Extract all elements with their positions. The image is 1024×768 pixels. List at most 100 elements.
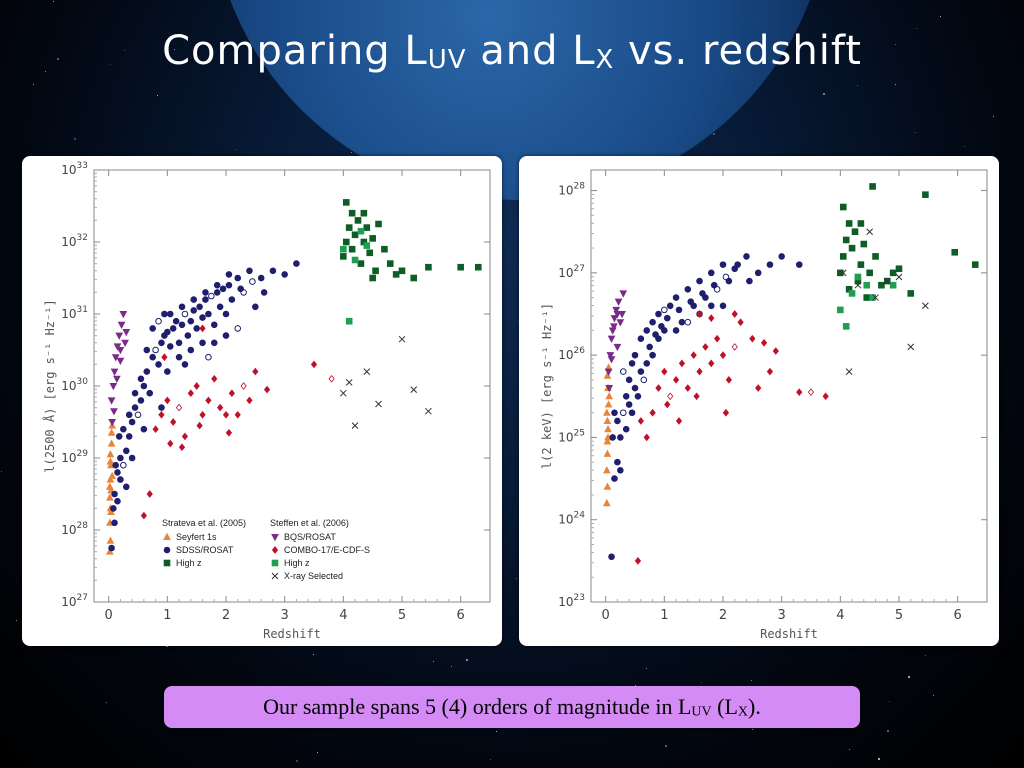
data-point — [631, 351, 639, 359]
data-point — [140, 511, 147, 520]
data-point — [398, 335, 406, 343]
y-axis-label: l(2500 Å) [erg s⁻¹ Hz⁻¹] — [42, 299, 57, 472]
data-point — [839, 203, 847, 211]
data-point — [766, 367, 774, 376]
star — [646, 668, 647, 669]
data-point — [155, 317, 162, 325]
data-point — [143, 368, 151, 375]
star — [908, 676, 910, 678]
data-point — [190, 307, 198, 314]
data-point — [234, 274, 242, 282]
data-point — [217, 403, 224, 412]
data-point — [263, 385, 271, 394]
data-point — [611, 409, 618, 417]
data-point — [175, 353, 183, 361]
data-point — [181, 361, 189, 368]
star — [752, 729, 753, 730]
data-point — [107, 439, 116, 447]
data-point — [112, 461, 120, 469]
data-point — [178, 321, 186, 329]
data-point — [354, 217, 362, 224]
data-point — [604, 368, 613, 376]
data-point — [710, 281, 718, 289]
data-point — [714, 334, 721, 343]
star — [106, 702, 107, 703]
legend-marker — [271, 533, 279, 542]
data-point — [661, 306, 668, 314]
data-point — [199, 324, 206, 333]
data-point — [293, 260, 300, 267]
data-point — [474, 263, 482, 271]
data-point — [199, 410, 206, 419]
data-point — [216, 303, 224, 311]
data-point — [604, 424, 612, 433]
data-point — [707, 302, 715, 310]
data-point — [175, 339, 183, 347]
data-point — [425, 407, 432, 415]
data-point — [202, 296, 209, 303]
data-point — [143, 346, 151, 354]
data-point — [889, 281, 897, 289]
y-tick-label: 1023 — [558, 593, 585, 609]
data-point — [719, 351, 727, 359]
data-point — [110, 368, 119, 376]
data-point — [649, 408, 656, 417]
data-point — [117, 321, 126, 330]
data-point — [608, 553, 615, 561]
data-point — [722, 408, 730, 417]
y-tick-label: 1025 — [558, 428, 585, 444]
data-point — [603, 449, 612, 457]
data-point — [202, 289, 209, 296]
luv-scatter-chart: 0 1 2 3 4 5 6 1027 1028 1029 1030 1031 1032 1033 Redsh… — [42, 161, 491, 641]
star — [713, 133, 715, 135]
x-tick-label: 6 — [457, 608, 465, 623]
data-point — [760, 338, 768, 347]
data-point — [113, 343, 122, 351]
data-point — [252, 303, 259, 311]
data-point — [205, 353, 212, 361]
data-point — [410, 274, 418, 282]
data-point — [608, 327, 617, 335]
data-point — [616, 319, 625, 327]
legend-item-label: BQS/ROSAT — [284, 532, 336, 542]
data-point — [607, 335, 616, 343]
data-point — [612, 306, 621, 315]
data-point — [622, 425, 630, 433]
data-point — [228, 296, 236, 303]
data-point — [854, 273, 862, 281]
data-point — [637, 368, 645, 375]
data-point — [369, 274, 376, 282]
data-point — [684, 286, 692, 293]
data-point — [883, 277, 891, 285]
data-point — [181, 432, 189, 441]
data-point — [348, 245, 356, 253]
star — [433, 661, 434, 662]
data-point — [152, 346, 159, 354]
data-point — [646, 343, 653, 351]
data-point — [161, 353, 168, 362]
data-point — [731, 343, 738, 351]
data-point — [614, 458, 621, 466]
data-point — [117, 454, 124, 462]
star — [916, 28, 917, 29]
data-point — [105, 493, 114, 501]
data-point — [795, 261, 803, 268]
data-point — [363, 242, 371, 249]
data-point — [205, 396, 212, 405]
data-point — [187, 317, 195, 325]
data-point — [637, 335, 645, 342]
data-point — [125, 411, 133, 419]
data-point — [381, 245, 388, 253]
data-point — [755, 384, 762, 392]
data-point — [878, 281, 885, 289]
data-point — [193, 382, 200, 390]
data-point — [122, 483, 130, 491]
data-point — [237, 285, 244, 293]
legend-marker — [271, 546, 279, 554]
data-point — [842, 323, 850, 330]
data-point — [345, 317, 353, 325]
data-point — [172, 317, 180, 325]
data-point — [310, 360, 318, 369]
star — [45, 71, 46, 72]
data-point — [199, 314, 206, 321]
